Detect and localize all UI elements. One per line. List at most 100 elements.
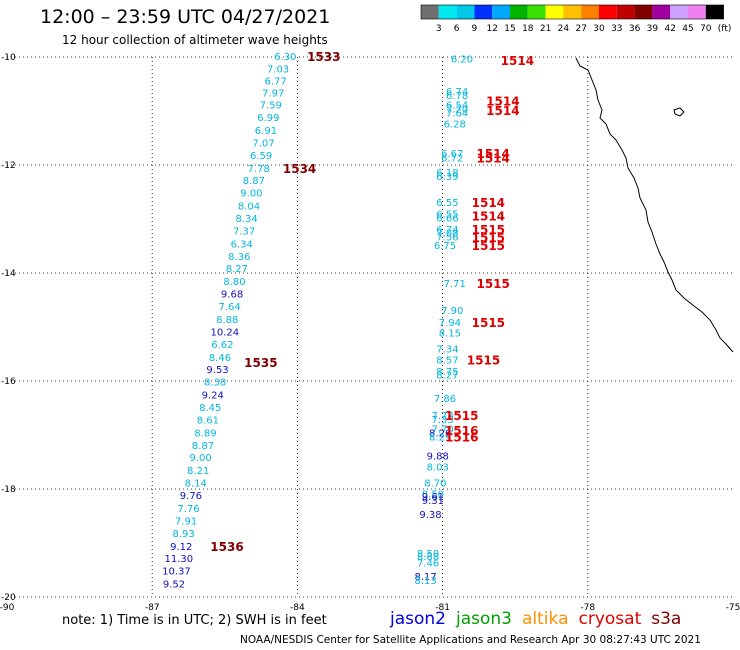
scale-swatch (616, 5, 635, 19)
wave-height-label: 6.28 (444, 120, 466, 131)
lat-tick-label: -14 (1, 269, 16, 279)
wave-height-label: 6.20 (451, 55, 473, 66)
wave-height-label: 7.76 (177, 504, 199, 515)
wave-height-label: 8.36 (228, 252, 250, 263)
wave-height-label: 7.97 (262, 89, 284, 100)
pass-time-label: 1515 (472, 231, 505, 245)
wave-height-label: 8.27 (436, 371, 458, 382)
scale-swatch (670, 5, 688, 19)
wave-height-label: 8.87 (243, 176, 265, 187)
pass-time-label: 1515 (472, 239, 505, 253)
pass-time-label: 1514 (486, 104, 519, 118)
wave-height-label: 9.61 (422, 492, 444, 503)
wave-height-label: 6.54 (446, 101, 468, 112)
scale-swatch (421, 5, 439, 19)
pass-time-label: 1514 (476, 147, 509, 161)
scale-swatch (510, 5, 528, 19)
satellite-legend: jason2 jason3 altika cryosat s3a (390, 609, 691, 629)
lat-tick-label: -10 (1, 53, 16, 63)
wave-height-label: 9.31 (422, 496, 444, 507)
wave-height-label: 7.94 (439, 318, 461, 329)
scale-swatch (474, 5, 493, 19)
coastline (575, 57, 734, 353)
wave-height-label: 8.87 (192, 441, 214, 452)
scale-swatch (456, 5, 475, 19)
scale-label: 33 (611, 24, 622, 34)
wave-height-label: 8.03 (427, 462, 449, 473)
wave-height-label: 8.50 (422, 489, 444, 500)
wave-height-label: 7.86 (434, 394, 456, 405)
pass-time-label: 1536 (210, 540, 243, 554)
wave-height-label: 7.64 (446, 109, 468, 120)
pass-time-label: 1516 (445, 424, 478, 438)
wave-height-label: 6.62 (211, 340, 233, 351)
wave-height-label: 6.55 (436, 210, 458, 221)
wave-height-label: 9.88 (427, 452, 449, 463)
scale-swatch (438, 5, 457, 19)
scale-swatch (545, 5, 564, 19)
wave-height-label: 9.53 (206, 365, 228, 376)
scale-label: 9 (472, 24, 478, 34)
wave-height-label: 10.24 (210, 327, 239, 338)
lon-tick-label: -87 (145, 603, 160, 613)
wave-height-label: 9.38 (419, 510, 441, 521)
scale-label: 24 (558, 24, 570, 34)
lon-tick-label: -81 (435, 603, 450, 613)
lat-tick-label: -12 (1, 161, 16, 171)
lon-tick-label: -78 (580, 603, 595, 613)
wave-height-label: 6.72 (441, 154, 463, 165)
wave-height-label: 9.68 (221, 290, 243, 301)
scale-label: 15 (504, 24, 515, 34)
pass-time-label: 1514 (486, 94, 519, 108)
wave-height-label: 8.75 (436, 367, 458, 378)
legend-s3a: s3a (651, 609, 682, 629)
wave-height-label: 7.71 (444, 279, 466, 290)
wave-height-label: 7.33 (431, 415, 453, 426)
wave-height-label: 8.61 (197, 415, 219, 426)
wave-height-label: 11.30 (164, 554, 193, 565)
wave-height-label: 8.46 (209, 353, 231, 364)
lat-tick-label: -16 (1, 377, 16, 387)
wave-height-label: 8.13 (415, 576, 437, 587)
wave-height-label: 7.90 (441, 306, 463, 317)
wave-height-label: 8.17 (415, 572, 437, 583)
wave-height-label: 8.21 (187, 466, 209, 477)
wave-height-label: 9.24 (202, 391, 224, 402)
wave-height-label: 7.20 (446, 104, 468, 115)
wave-height-label: 7.46 (417, 559, 439, 570)
wave-height-label: 8.80 (223, 277, 245, 288)
wave-height-label: 6.66 (436, 213, 458, 224)
wave-height-label: 9.12 (170, 542, 192, 553)
legend-cryosat: cryosat (578, 609, 642, 629)
wave-height-label: 8.70 (424, 479, 446, 490)
wave-height-label: 7.37 (233, 226, 255, 237)
wave-height-label: 6.77 (264, 76, 286, 87)
wave-height-label: 9.76 (180, 491, 202, 502)
pass-time-label: 1515 (445, 409, 478, 423)
wave-height-label: 8.89 (194, 428, 216, 439)
lon-tick-label: -90 (0, 603, 15, 613)
wave-height-label: 8.93 (173, 529, 195, 540)
legend-jason2: jason2 (390, 609, 446, 629)
wave-height-label: 6.34 (231, 239, 253, 250)
map-title: 12:00 – 23:59 UTC 04/27/2021 (40, 6, 331, 28)
wave-height-label: 6.74 (436, 225, 458, 236)
wave-height-label: 8.57 (436, 355, 458, 366)
wave-height-label: 6.99 (257, 113, 279, 124)
scale-swatch (599, 5, 617, 19)
wave-height-label: 6.39 (436, 172, 458, 183)
wave-height-label: 8.14 (185, 479, 207, 490)
scale-label: 12 (486, 24, 497, 34)
wave-height-label: 6.78 (446, 91, 468, 102)
lat-tick-label: -18 (1, 485, 16, 495)
wave-height-label: 6.59 (250, 151, 272, 162)
scale-label: 30 (593, 24, 605, 34)
wave-height-label: 6.18 (436, 168, 458, 179)
scale-label: 3 (436, 24, 442, 34)
wave-height-label: 6.67 (441, 149, 463, 160)
wave-height-label: 8.27 (226, 264, 248, 275)
pass-time-label: 1515 (472, 316, 505, 330)
pass-time-label: 1514 (472, 209, 505, 223)
island-outline (673, 107, 685, 117)
scale-unit: (ft) (718, 24, 732, 34)
